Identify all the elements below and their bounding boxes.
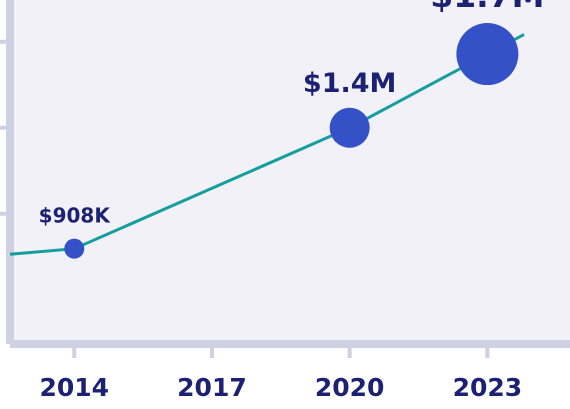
- data-labels: $908K $1.4M $1.7M: [39, 0, 545, 228]
- data-point: [64, 238, 85, 259]
- data-point: [456, 23, 519, 86]
- data-label: $908K: [39, 204, 112, 228]
- data-point: [329, 107, 370, 148]
- x-tick-label: 2020: [315, 373, 385, 402]
- y-axis-ticks: [0, 39, 14, 216]
- x-axis-tick-labels: 2014 2017 2020 2023: [39, 373, 522, 402]
- data-label: $1.7M: [430, 0, 544, 15]
- x-axis-ticks: [72, 344, 490, 358]
- x-tick-label: 2014: [39, 373, 109, 402]
- data-label: $1.4M: [303, 68, 397, 99]
- x-tick-label: 2023: [453, 373, 523, 402]
- x-tick-label: 2017: [177, 373, 247, 402]
- data-points: [64, 23, 519, 259]
